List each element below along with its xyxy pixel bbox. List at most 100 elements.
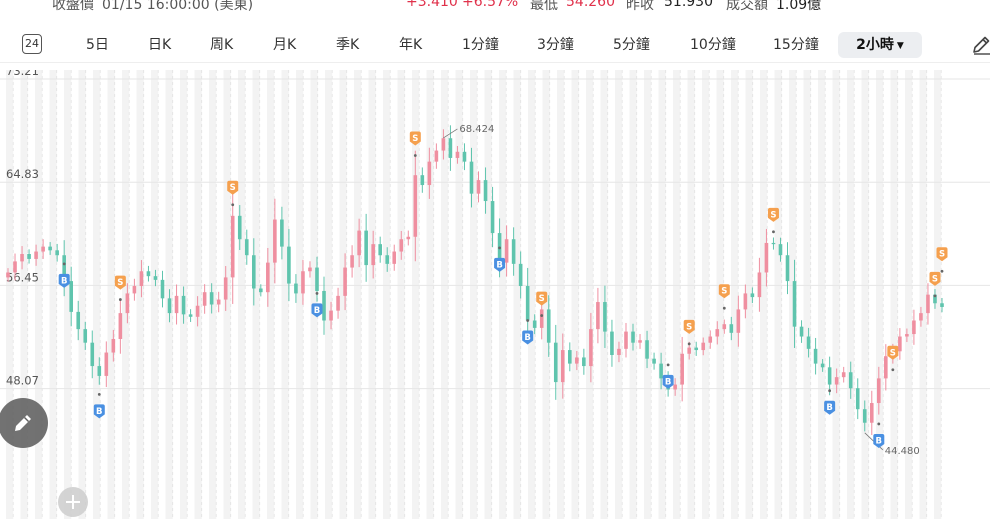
buy-marker-label: B: [876, 436, 882, 446]
sell-marker-label: S: [890, 348, 896, 358]
tab-15min[interactable]: 15分鐘: [773, 37, 819, 53]
tab-3min[interactable]: 3分鐘: [537, 37, 574, 53]
close-time: 01/15 16:00:00 (美東): [102, 0, 254, 13]
session-band-59: [861, 70, 869, 519]
sell-marker-label: S: [932, 274, 938, 284]
candle-body-30: [216, 299, 221, 305]
candle-body-68: [483, 180, 488, 202]
trade-point-dot: [933, 294, 937, 298]
sell-marker-icon: S: [409, 131, 421, 157]
sell-marker-shape: [929, 271, 941, 286]
sell-marker-shape: [887, 345, 899, 360]
tab-weekly[interactable]: 周K: [210, 37, 234, 53]
calendar-icon[interactable]: 24: [22, 34, 42, 54]
tab-quarterly[interactable]: 季K: [336, 37, 360, 53]
session-band-24: [354, 70, 362, 519]
candle-body-131: [926, 294, 930, 314]
candle-body-76: [539, 309, 544, 328]
candle-body-125: [884, 356, 888, 379]
sell-marker-icon: S: [887, 345, 899, 372]
sell-marker-icon: S: [536, 291, 548, 317]
session-band-17: [252, 70, 260, 519]
session-band-23: [339, 70, 347, 519]
candle-body-132: [933, 294, 937, 304]
candle-body-96: [680, 353, 684, 385]
quote-summary-bar: 收盤價 01/15 16:00:00 (美東) +3.410 +6.57% 最低…: [0, 0, 990, 14]
candle-body-83: [589, 329, 593, 367]
candle-body-23: [167, 298, 172, 314]
tab-yearly[interactable]: 年K: [399, 37, 423, 53]
session-band-39: [571, 70, 579, 519]
candle-body-73: [518, 263, 523, 287]
candle-body-117: [827, 367, 832, 385]
candle-body-112: [792, 281, 797, 327]
low-value: 54.260: [566, 0, 615, 10]
buy-marker-label: B: [665, 377, 671, 387]
trade-markers: B B B B B B B B S S S S S S S S S S: [58, 131, 948, 448]
tab-2h-active[interactable]: 2小時 ▼: [838, 32, 922, 58]
candle-body-114: [806, 336, 811, 349]
draw-tool-button[interactable]: [0, 398, 48, 448]
volume-label: 成交額: [726, 0, 768, 13]
candle-body-50: [357, 230, 361, 256]
candle-body-105: [743, 293, 748, 310]
candle-body-93: [659, 363, 663, 379]
sell-marker-icon: S: [929, 271, 941, 298]
trade-point-dot: [526, 319, 530, 322]
session-band-27: [397, 70, 405, 519]
sell-marker-icon: S: [683, 319, 695, 346]
buy-marker-label: B: [314, 306, 320, 316]
trade-point-dot: [118, 298, 122, 301]
session-band-55: [803, 70, 811, 519]
candle-body-88: [624, 331, 628, 349]
tab-10min[interactable]: 10分鐘: [690, 37, 736, 53]
sell-marker-label: S: [412, 134, 418, 144]
candle-body-28: [202, 292, 207, 306]
sell-marker-label: S: [117, 278, 123, 288]
candle-body-92: [652, 358, 656, 364]
session-band-51: [745, 70, 753, 519]
buy-marker-shape: [93, 404, 105, 419]
session-band-61: [890, 70, 898, 519]
pencil-icon[interactable]: [970, 34, 990, 56]
candle-body-101: [715, 329, 720, 337]
candle-body-29: [209, 292, 214, 305]
add-icon: [66, 495, 80, 509]
candle-body-26: [188, 314, 193, 317]
trade-point-dot: [877, 422, 881, 426]
candle-body-107: [757, 272, 762, 298]
sell-marker-shape: [227, 180, 239, 195]
buy-marker-label: B: [826, 403, 832, 413]
price-change-percent: +6.57%: [462, 0, 519, 10]
add-indicator-button[interactable]: [58, 487, 88, 517]
tab-monthly[interactable]: 月K: [273, 37, 297, 53]
candle-body-75: [532, 320, 537, 328]
tab-5d[interactable]: 5日: [86, 37, 109, 53]
tab-5min[interactable]: 5分鐘: [613, 37, 650, 53]
candle-body-13: [97, 366, 102, 376]
tab-daily[interactable]: 日K: [148, 37, 172, 53]
candle-body-130: [919, 313, 923, 321]
session-band-29: [426, 70, 434, 519]
session-band-52: [760, 70, 768, 519]
sell-marker-icon: S: [718, 284, 730, 310]
session-band-16: [238, 70, 246, 519]
candle-body-84: [596, 302, 600, 330]
close-label: 收盤價: [52, 0, 94, 13]
candle-body-54: [385, 255, 390, 264]
tab-1min[interactable]: 1分鐘: [462, 37, 499, 53]
session-band-42: [615, 70, 623, 519]
candle-body-124: [876, 378, 881, 404]
candle-body-60: [427, 161, 432, 186]
session-band-40: [586, 70, 594, 519]
trade-point-dot: [231, 203, 235, 207]
min-price-label: 44.480: [885, 446, 920, 457]
candle-body-85: [603, 302, 607, 332]
buy-marker-label: B: [61, 276, 67, 286]
session-band-30: [441, 70, 449, 519]
candle-body-33: [237, 215, 242, 240]
candle-body-113: [799, 326, 804, 337]
candle-body-10: [76, 311, 81, 330]
candle-body-91: [645, 340, 649, 359]
